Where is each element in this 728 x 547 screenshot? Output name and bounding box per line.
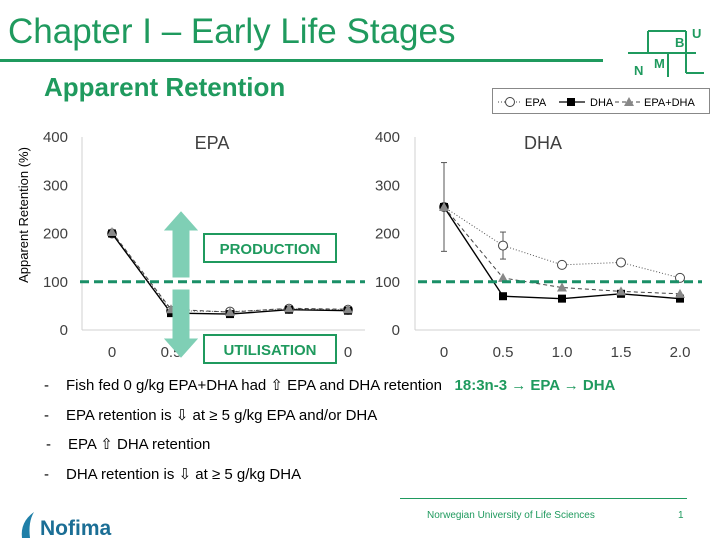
utilisation-label: UTILISATION [223,342,316,359]
y-axis-label: Apparent Retention (%) [16,147,31,283]
data-point-epa-dha [616,286,626,296]
bullet-1: - Fish fed 0 g/kg EPA+DHA had ⇧ EPA and D… [44,376,615,394]
data-point-epa-dha [284,303,294,313]
legend-label-epa: EPA [525,97,547,109]
production-arrow-icon [163,211,199,278]
bullet-dash: - [44,466,49,483]
up-arrow-icon: ⇧ [270,376,283,394]
logo-letter-b: B [675,35,684,50]
nofima-logo: Nofima [21,512,111,540]
data-point-dha [499,292,507,301]
nmbu-logo: B U M N [628,26,704,78]
annotation-overlay: PRODUCTION UTILISATION [80,211,702,364]
y-tick-label: 400 [375,129,400,146]
bullet-4: - DHA retention is ⇩ at ≥ 5 g/kg DHA [44,465,301,483]
bullet-text: DHA retention is [66,466,179,483]
bullet-text: DHA retention [112,436,211,453]
chart-title: EPA [195,133,230,153]
x-tick-label: 2.0 [670,344,691,361]
bullet-text: at ≥ 5 g/kg DHA [191,466,302,483]
pathway-highlight: 18:3n-3 → EPA → DHA [454,377,616,394]
data-point-epa [616,257,626,268]
bullet-text: at ≥ 5 g/kg EPA and/or DHA [188,407,378,424]
data-point-epa [675,272,685,283]
data-point-epa-dha [439,201,449,211]
data-point-epa-dha [498,272,508,282]
legend-label-dha: DHA [590,97,614,109]
utilisation-label-box [203,334,337,364]
logo-letter-u: U [692,26,701,41]
data-point-epa [498,240,508,251]
bullet-text: Fish fed 0 g/kg EPA+DHA had [66,377,271,394]
legend-marker-open-circle [505,97,515,107]
bullet-dash: - [44,377,49,394]
legend-marker-filled-triangle [624,97,634,106]
logo-letter-m: M [654,56,665,71]
data-point-epa-dha [107,227,117,237]
y-tick-label: 0 [392,322,400,339]
legend-marker-filled-square [567,98,575,106]
legend-entry-epa-dha: EPA+DHA [615,97,696,109]
y-tick-label: 300 [375,177,400,194]
data-point-epa-dha [675,288,685,298]
y-tick-label: 100 [43,274,68,291]
nofima-wordmark: Nofima [40,517,111,540]
bullet-text: EPA retention is [66,407,176,424]
down-arrow-icon: ⇩ [175,406,189,424]
x-tick-label: 1.5 [611,344,632,361]
up-arrow-icon: ⇧ [100,435,113,453]
bullet-3: - EPA ⇧ DHA retention [46,435,210,453]
production-label-box [203,233,337,263]
chart-title: DHA [524,133,562,153]
x-tick-label: 1.0 [552,344,573,361]
data-point-dha [558,294,566,303]
bullet-dash: - [46,436,51,453]
data-point-epa-dha [557,282,567,292]
y-tick-label: 400 [43,129,68,146]
logo-letter-n: N [634,63,643,78]
x-tick-label: 0.5 [493,344,514,361]
data-point-epa-dha [225,307,235,317]
slide-title: Chapter I – Early Life Stages [8,12,456,51]
page-number: 1 [678,510,684,521]
bullet-2: - EPA retention is ⇩ at ≥ 5 g/kg EPA and/… [44,406,377,424]
legend-entry-dha: DHA [559,97,614,109]
footer-rule [400,498,687,499]
legend-label-epa-dha: EPA+DHA [644,97,696,109]
legend-entry-epa: EPA [498,97,547,109]
footer-university: Norwegian University of Life Sciences [427,510,595,521]
bullet-dash: - [44,407,49,424]
production-label: PRODUCTION [220,241,321,258]
x-tick-label: 0 [344,344,352,361]
x-tick-label: 0 [440,344,448,361]
data-point-dha [676,294,684,303]
section-title: Apparent Retention [44,72,286,102]
nofima-swoosh-icon [21,512,34,538]
y-tick-label: 300 [43,177,68,194]
data-point-epa [557,259,567,270]
y-tick-label: 100 [375,274,400,291]
bullet-text: EPA [68,436,101,453]
chart-dha: 0 100 200 300 400 0 0.5 1.0 1.5 2.0 DHA [375,129,700,361]
x-tick-label: 0 [108,344,116,361]
y-tick-label: 200 [375,226,400,243]
utilisation-arrow-icon [163,289,199,358]
bullet-text: EPA and DHA retention [283,377,442,394]
chart-legend: EPA DHA EPA+DHA [492,88,710,114]
data-point-epa-dha [343,304,353,314]
y-tick-label: 0 [60,322,68,339]
down-arrow-icon: ⇩ [178,465,192,483]
title-rule [0,59,603,62]
y-tick-label: 200 [43,226,68,243]
